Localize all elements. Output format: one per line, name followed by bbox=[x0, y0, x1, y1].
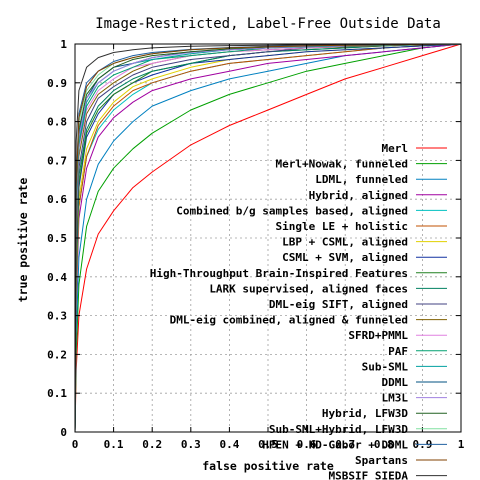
x-axis-label: false positive rate bbox=[202, 459, 334, 473]
y-axis-label: true positive rate bbox=[16, 178, 30, 303]
legend-label: LARK supervised, aligned faces bbox=[209, 282, 408, 295]
legend-label: Spartans bbox=[355, 454, 408, 467]
x-tick-label: 1 bbox=[458, 438, 465, 451]
legend-label: PAF bbox=[388, 345, 408, 358]
x-tick-label: 0.3 bbox=[181, 438, 201, 451]
x-tick-label: 0.7 bbox=[335, 438, 355, 451]
legend-label: Sub-SML bbox=[362, 360, 409, 373]
legend-label: LDML, funneled bbox=[315, 173, 408, 186]
legend-label: MSBSIF SIEDA bbox=[329, 470, 409, 480]
legend-label: LM3L bbox=[382, 392, 409, 405]
x-tick-label: 0.1 bbox=[104, 438, 124, 451]
x-tick-label: 0 bbox=[72, 438, 79, 451]
legend-label: Combined b/g samples based, aligned bbox=[176, 204, 408, 217]
legend-label: Sub-SML+Hybrid, LFW3D bbox=[269, 423, 408, 436]
series-line bbox=[74, 43, 462, 433]
chart-title: Image-Restricted, Label-Free Outside Dat… bbox=[95, 16, 441, 32]
legend: Merl Merl+Nowak, funneled LDML, funneled Hy… bbox=[150, 142, 447, 480]
legend-label: Hybrid, LFW3D bbox=[322, 407, 408, 420]
legend-label: LBP + CSML, aligned bbox=[282, 236, 408, 249]
x-tick-label: 0.8 bbox=[374, 438, 394, 451]
y-tick-label: 0 bbox=[60, 426, 67, 439]
legend-label: DML-eig combined, aligned & funneled bbox=[170, 314, 408, 327]
y-tick-label: 0.9 bbox=[47, 77, 67, 90]
series-line bbox=[74, 43, 462, 433]
y-tick-label: 0.2 bbox=[47, 348, 67, 361]
legend-label: Single LE + holistic bbox=[276, 220, 408, 233]
legend-label: High-Throughput Brain-Inspired Features bbox=[150, 267, 408, 280]
legend-label: DDML bbox=[382, 376, 409, 389]
y-tick-label: 1 bbox=[60, 38, 67, 51]
x-tick-label: 0.5 bbox=[258, 438, 278, 451]
legend-label: Hybrid, aligned bbox=[309, 189, 408, 202]
y-tick-label: 0.4 bbox=[47, 271, 67, 284]
x-tick-label: 0.4 bbox=[219, 438, 239, 451]
y-tick-label: 0.6 bbox=[47, 193, 67, 206]
legend-label: HPEN + HD-Gabor + DDML bbox=[262, 438, 408, 451]
series-line bbox=[74, 43, 462, 433]
x-tick-label: 0.6 bbox=[297, 438, 317, 451]
legend-label: DML-eig SIFT, aligned bbox=[269, 298, 408, 311]
x-tick-label: 0.2 bbox=[142, 438, 162, 451]
legend-label: CSML + SVM, aligned bbox=[282, 251, 408, 264]
series-line bbox=[74, 43, 462, 433]
series-line bbox=[74, 43, 462, 433]
series-lines bbox=[74, 43, 462, 433]
y-tick-label: 0.5 bbox=[47, 232, 67, 245]
legend-label: Merl bbox=[382, 142, 409, 155]
y-tick-label: 0.8 bbox=[47, 116, 67, 129]
y-tick-label: 0.7 bbox=[47, 154, 67, 167]
y-tick-label: 0.3 bbox=[47, 310, 67, 323]
series-line bbox=[74, 43, 462, 433]
legend-label: Merl+Nowak, funneled bbox=[276, 158, 408, 171]
legend-label: SFRD+PMML bbox=[348, 329, 408, 342]
grid-lines bbox=[75, 44, 461, 432]
series-line bbox=[74, 43, 462, 433]
y-tick-label: 0.1 bbox=[47, 387, 67, 400]
